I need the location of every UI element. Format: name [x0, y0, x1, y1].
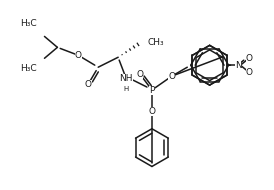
Text: O: O	[75, 51, 82, 60]
Text: NH: NH	[119, 74, 133, 83]
Text: O: O	[149, 107, 155, 116]
Text: P: P	[149, 86, 155, 95]
Text: O: O	[168, 72, 175, 81]
Text: O: O	[246, 68, 253, 77]
Text: H: H	[123, 86, 129, 92]
Text: CH₃: CH₃	[148, 38, 165, 47]
Text: H₃C: H₃C	[21, 64, 37, 73]
Text: N: N	[235, 61, 242, 70]
Text: O: O	[136, 70, 144, 79]
Text: H₃C: H₃C	[21, 19, 37, 28]
Text: O: O	[246, 54, 253, 63]
Text: O: O	[85, 80, 92, 89]
